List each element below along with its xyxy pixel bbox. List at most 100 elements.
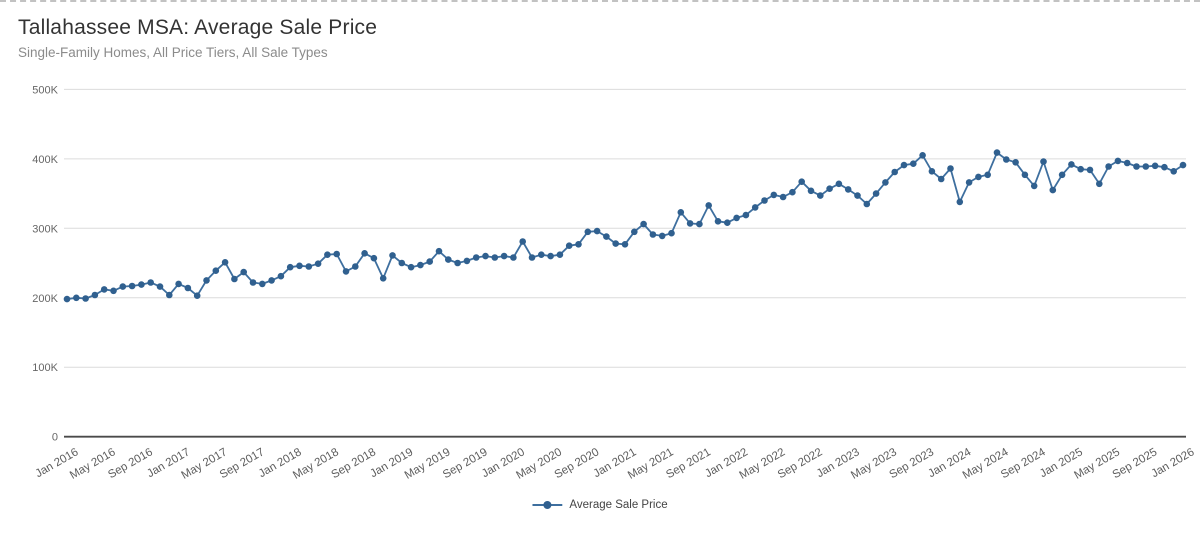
data-point[interactable] [491, 254, 499, 261]
data-point[interactable] [324, 251, 331, 258]
data-point[interactable] [1123, 159, 1131, 167]
data-point[interactable] [426, 258, 434, 265]
data-point[interactable] [286, 263, 294, 271]
data-point[interactable] [575, 241, 582, 248]
data-point[interactable] [724, 219, 731, 226]
data-point[interactable] [668, 229, 675, 237]
data-point[interactable] [891, 168, 898, 176]
data-point[interactable] [863, 200, 871, 208]
data-point[interactable] [1105, 163, 1112, 170]
data-point[interactable] [454, 259, 461, 267]
data-point[interactable] [807, 187, 815, 195]
data-point[interactable] [175, 280, 182, 288]
data-point[interactable] [538, 251, 545, 258]
data-point[interactable] [398, 259, 406, 267]
data-point[interactable] [835, 180, 843, 188]
data-point[interactable] [417, 261, 424, 269]
data-point[interactable] [705, 202, 712, 209]
data-point[interactable] [221, 259, 229, 266]
data-point[interactable] [445, 256, 452, 263]
data-point[interactable] [1040, 158, 1047, 165]
data-point[interactable] [612, 240, 619, 247]
data-point[interactable] [621, 241, 629, 248]
data-point[interactable] [1170, 168, 1177, 175]
data-point[interactable] [1086, 166, 1094, 174]
data-point[interactable] [110, 287, 117, 295]
data-point[interactable] [817, 192, 824, 199]
data-point[interactable] [1161, 163, 1168, 171]
data-point[interactable] [389, 252, 396, 259]
data-point[interactable] [686, 220, 694, 227]
legend[interactable]: Average Sale Price [532, 499, 668, 511]
data-point[interactable] [761, 197, 768, 204]
data-point[interactable] [965, 179, 973, 186]
data-point[interactable] [1068, 161, 1075, 168]
data-point[interactable] [975, 173, 982, 181]
data-point[interactable] [119, 283, 127, 290]
data-point[interactable] [1012, 159, 1019, 166]
data-point[interactable] [361, 250, 368, 257]
data-point[interactable] [73, 294, 80, 302]
data-point[interactable] [82, 295, 89, 302]
data-point[interactable] [937, 175, 945, 183]
data-point[interactable] [240, 268, 247, 276]
data-point[interactable] [993, 149, 1001, 156]
data-point[interactable] [872, 190, 880, 197]
data-point[interactable] [1114, 157, 1122, 165]
data-point[interactable] [1151, 162, 1159, 170]
data-point[interactable] [1030, 182, 1038, 190]
data-point[interactable] [63, 295, 71, 303]
data-point[interactable] [956, 198, 964, 206]
data-point[interactable] [463, 257, 471, 265]
data-point[interactable] [556, 251, 564, 258]
data-point[interactable] [714, 218, 722, 225]
data-point[interactable] [231, 275, 238, 283]
data-point[interactable] [1003, 156, 1010, 163]
data-point[interactable] [184, 284, 192, 292]
data-point[interactable] [733, 214, 740, 222]
data-point[interactable] [603, 233, 610, 240]
data-point[interactable] [547, 252, 554, 260]
data-point[interactable] [640, 220, 647, 228]
data-point[interactable] [677, 209, 685, 216]
data-point[interactable] [519, 238, 526, 245]
data-point[interactable] [1179, 161, 1187, 169]
data-point[interactable] [138, 281, 145, 288]
data-point[interactable] [919, 152, 926, 159]
data-point[interactable] [770, 191, 778, 199]
data-point[interactable] [584, 228, 592, 236]
data-point[interactable] [1049, 186, 1057, 194]
data-point[interactable] [751, 204, 759, 211]
data-point[interactable] [593, 227, 601, 235]
data-point[interactable] [1133, 163, 1140, 170]
data-point[interactable] [100, 286, 108, 293]
data-point[interactable] [1021, 171, 1029, 179]
data-point[interactable] [1142, 163, 1150, 170]
data-point[interactable] [947, 165, 954, 172]
data-point[interactable] [128, 282, 136, 290]
data-point[interactable] [1058, 171, 1066, 179]
data-point[interactable] [696, 220, 703, 228]
data-point[interactable] [844, 186, 852, 193]
data-point[interactable] [156, 283, 164, 290]
data-point[interactable] [910, 160, 917, 167]
data-point[interactable] [147, 279, 154, 286]
data-point[interactable] [91, 291, 99, 299]
data-point[interactable] [798, 178, 805, 185]
data-point[interactable] [212, 267, 220, 275]
data-point[interactable] [379, 275, 387, 282]
data-point[interactable] [928, 168, 936, 175]
data-point[interactable] [1077, 165, 1084, 173]
data-point[interactable] [565, 242, 573, 249]
data-point[interactable] [352, 263, 359, 270]
data-point[interactable] [342, 268, 350, 275]
data-point[interactable] [658, 232, 666, 240]
data-point[interactable] [277, 272, 285, 280]
data-point[interactable] [259, 280, 266, 288]
data-point[interactable] [789, 188, 796, 196]
data-point[interactable] [882, 179, 889, 186]
data-point[interactable] [435, 247, 443, 255]
data-point[interactable] [631, 228, 638, 236]
data-point[interactable] [500, 252, 508, 260]
